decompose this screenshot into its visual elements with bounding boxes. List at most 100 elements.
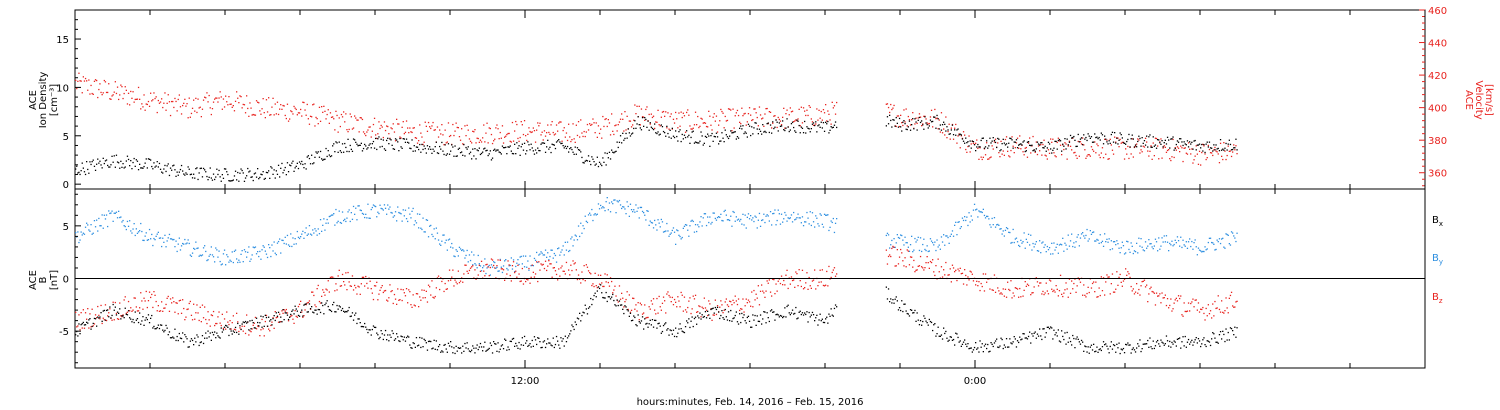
density-point [590, 163, 592, 166]
by-point [901, 234, 903, 237]
by-point [609, 211, 612, 213]
bx-point [807, 321, 809, 323]
bz-point [147, 300, 150, 302]
by-point [1077, 234, 1079, 236]
density-point [346, 150, 348, 153]
by-point [317, 228, 319, 230]
density-point [1159, 142, 1161, 144]
by-point [349, 220, 351, 223]
density-point [201, 176, 204, 178]
by-point [415, 222, 418, 224]
bx-point [290, 313, 292, 316]
by-point [201, 254, 204, 256]
bx-point [467, 348, 469, 350]
velocity-point [613, 133, 615, 136]
bz-point [510, 280, 512, 282]
bz-point [1122, 280, 1125, 282]
bx-point [1035, 337, 1037, 339]
bx-point [459, 347, 462, 349]
by-point [301, 233, 303, 235]
by-point [379, 204, 381, 206]
bz-point [393, 293, 396, 296]
by-point [514, 271, 516, 273]
velocity-point [986, 142, 988, 144]
by-point [458, 246, 461, 248]
velocity-point [468, 138, 471, 140]
bx-point [447, 342, 450, 344]
bz-point [761, 284, 763, 286]
velocity-point [1143, 146, 1146, 148]
density-point [78, 171, 80, 173]
by-point [655, 224, 657, 226]
bx-point [118, 312, 120, 314]
by-point [291, 245, 293, 248]
bz-point [913, 259, 915, 262]
density-point [1091, 141, 1094, 143]
bz-point [140, 292, 142, 294]
bz-point [940, 266, 943, 268]
by-point [1072, 245, 1074, 248]
bz-point [389, 284, 391, 286]
bx-point [175, 339, 177, 342]
velocity-point [271, 106, 273, 108]
bz-point [754, 299, 756, 301]
density-point [712, 140, 714, 142]
by-point [606, 197, 608, 199]
bx-point [486, 349, 488, 351]
bz-point [1158, 295, 1160, 297]
velocity-point [312, 104, 314, 106]
by-point [592, 219, 594, 222]
by-point [414, 220, 416, 222]
density-point [698, 142, 700, 144]
velocity-point [1229, 150, 1232, 152]
bx-point [421, 337, 423, 339]
by-point [1203, 250, 1205, 253]
density-point [771, 132, 773, 134]
density-point [555, 141, 558, 143]
bz-point [622, 297, 624, 299]
density-point [605, 164, 607, 166]
bz-point [1010, 280, 1012, 282]
velocity-point [1127, 145, 1129, 148]
bz-point [182, 299, 184, 301]
density-point [584, 160, 586, 162]
bx-point [922, 320, 924, 323]
bx-point [1080, 339, 1083, 342]
bz-point [281, 310, 283, 312]
velocity-point [107, 91, 109, 94]
velocity-point [1042, 143, 1044, 146]
density-point [826, 123, 828, 125]
by-point [1179, 245, 1181, 247]
bz-point [361, 276, 364, 278]
velocity-point [144, 109, 146, 111]
bx-point [156, 327, 158, 329]
velocity-point [719, 120, 721, 122]
bz-point [120, 315, 122, 317]
by-point [1029, 244, 1031, 246]
by-point [540, 251, 542, 253]
bx-point [927, 324, 929, 326]
bz-point [1105, 281, 1107, 283]
by-point [795, 218, 797, 220]
density-point [242, 172, 244, 174]
velocity-point [496, 124, 498, 126]
velocity-point [1036, 153, 1039, 156]
bx-point [393, 339, 396, 341]
velocity-point [416, 142, 419, 144]
bz-point [1227, 312, 1229, 314]
velocity-point [818, 109, 820, 111]
by-point [1079, 237, 1082, 239]
bz-point [223, 318, 226, 320]
density-point [773, 127, 775, 130]
by-point [433, 228, 435, 230]
velocity-point [165, 109, 167, 111]
velocity-point [1174, 147, 1176, 149]
bz-point [729, 300, 731, 302]
density-point [1172, 136, 1174, 138]
bz-point [1104, 294, 1106, 296]
density-point [649, 122, 651, 124]
density-point [218, 169, 220, 172]
velocity-point [784, 127, 786, 129]
by-point [329, 215, 332, 217]
velocity-point [1161, 157, 1163, 159]
